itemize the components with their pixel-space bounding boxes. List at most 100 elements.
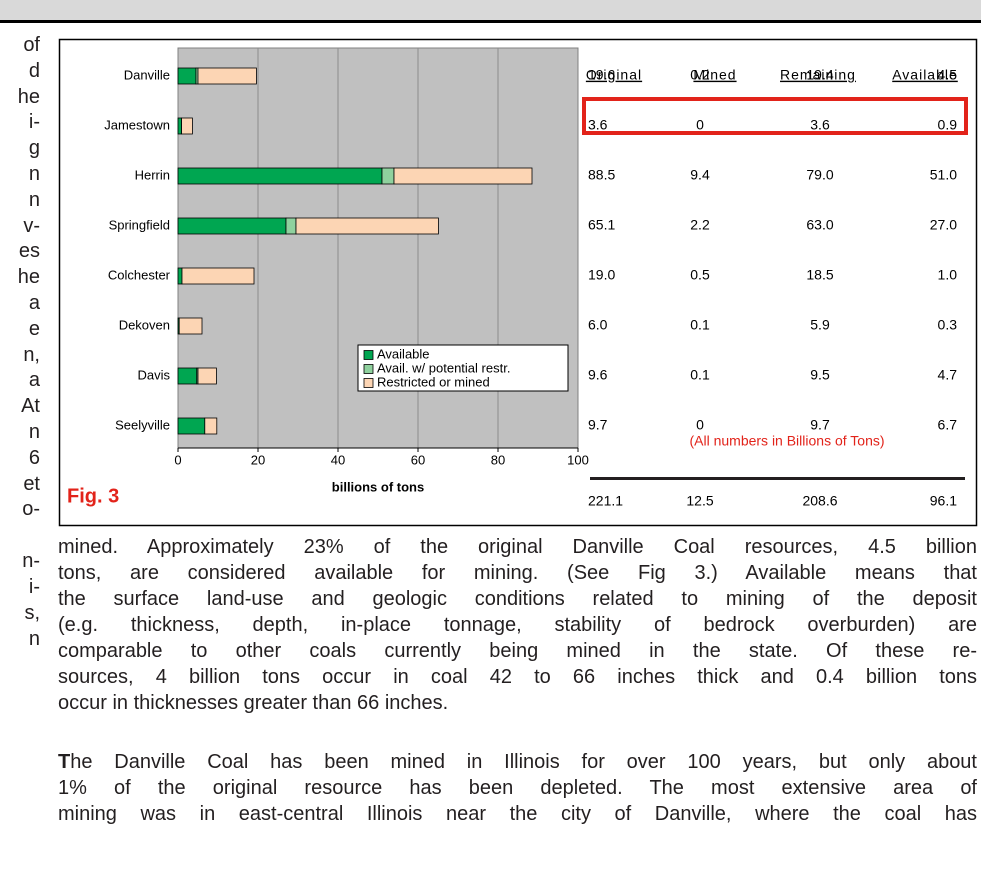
highlight-box <box>582 97 968 135</box>
table-header: Remaining <box>780 67 856 83</box>
bar-segment <box>178 317 203 335</box>
top-bar <box>0 0 981 20</box>
legend-swatch <box>363 364 374 374</box>
bar-segment <box>393 167 533 185</box>
table-cell: 1.0 <box>938 267 958 283</box>
legend-swatch <box>363 350 374 360</box>
left-column-fragment: a <box>28 292 40 314</box>
left-column-fragment: n- <box>22 550 40 573</box>
y-tick-label: Danville <box>124 67 170 82</box>
bar-segment <box>197 67 257 85</box>
bar-segment <box>381 167 395 185</box>
bar-segment <box>177 417 206 435</box>
left-column-fragment: 6 <box>28 446 40 469</box>
table-cell: 0.1 <box>690 367 710 383</box>
table-cell: 9.6 <box>588 367 608 383</box>
x-axis-label: billions of tons <box>332 479 424 494</box>
table-cell: 0.5 <box>690 267 710 283</box>
paragraph-line: mined. Approximately 23% of the original… <box>58 536 977 558</box>
bar-segment <box>177 67 197 85</box>
bar-segment <box>197 367 217 385</box>
left-column-fragment: n, <box>23 343 40 366</box>
fig-label: Fig. 3 <box>67 485 119 507</box>
paragraph-line: tons, are considered available for minin… <box>58 562 977 584</box>
paragraph-line: mining was in east-central Illinois near… <box>58 803 977 825</box>
table-cell: 79.0 <box>806 167 833 183</box>
left-column-fragment: o- <box>22 498 40 521</box>
left-column-fragment: e <box>28 317 40 340</box>
bar-segment <box>177 167 383 185</box>
paragraph-line: the surface land-use and geologic condit… <box>58 588 977 610</box>
legend-swatch <box>363 378 374 388</box>
table-cell: 0.3 <box>938 317 958 333</box>
left-column-fragment: n <box>28 188 40 211</box>
table-cell: 0 <box>696 417 704 433</box>
x-tick-label: 0 <box>174 452 181 467</box>
x-tick-label: 40 <box>331 452 345 467</box>
table-cell: 6.0 <box>588 317 608 333</box>
left-column-fragment: of <box>23 34 40 56</box>
table-cell: 9.7 <box>588 417 608 433</box>
left-column-fragment: es <box>18 240 40 263</box>
legend-box <box>357 344 569 392</box>
table-cell: 9.5 <box>810 367 830 383</box>
paragraph-line: The Danville Coal has been mined in Illi… <box>58 751 977 773</box>
table-total: 208.6 <box>802 493 837 509</box>
table-cell: 0.1 <box>690 317 710 333</box>
left-column-fragment: i- <box>28 111 40 134</box>
left-column-fragment: At <box>21 395 40 418</box>
table-cell: 18.5 <box>806 267 833 283</box>
paragraph-line: (e.g. thickness, depth, in-place tonnage… <box>58 614 977 636</box>
table-cell: 0.2 <box>690 67 710 83</box>
y-tick-label: Dekoven <box>119 317 170 332</box>
bar-segment <box>177 367 198 385</box>
table-total: 12.5 <box>686 493 713 509</box>
table-total: 221.1 <box>588 493 623 509</box>
bar-segment <box>177 267 183 285</box>
y-tick-label: Seelyville <box>115 417 170 432</box>
table-cell: 3.6 <box>588 117 608 133</box>
table-cell: 9.7 <box>810 417 830 433</box>
table-cell: 65.1 <box>588 217 615 233</box>
legend-label: Restricted or mined <box>377 374 490 389</box>
bar-segment <box>285 217 297 235</box>
left-column-fragment: g <box>28 137 40 160</box>
drop-letter: T <box>58 751 71 773</box>
paragraph-line: 1% of the original resource has been dep… <box>58 777 977 799</box>
left-column-fragment: s, <box>24 601 40 624</box>
bar-segment <box>295 217 439 235</box>
table-cell: 27.0 <box>930 217 957 233</box>
left-column-fragment: i- <box>28 576 40 598</box>
left-column-fragment: d <box>28 59 40 82</box>
legend-label: Avail. w/ potential restr. <box>377 360 510 375</box>
left-column-fragment: he <box>17 266 40 289</box>
table-cell: 4.5 <box>938 67 958 83</box>
left-column-fragment: n <box>28 421 40 443</box>
table-cell: 4.7 <box>938 367 958 383</box>
table-cell: 9.4 <box>690 167 710 183</box>
total-rule <box>590 477 965 480</box>
table-cell: 6.7 <box>938 417 958 433</box>
table-header: Available <box>892 67 958 83</box>
table-cell: 51.0 <box>930 167 957 183</box>
x-tick-label: 60 <box>411 452 425 467</box>
table-cell: 88.5 <box>588 167 615 183</box>
bar-segment <box>177 117 182 135</box>
paragraph-line: sources, 4 billion tons occur in coal 42… <box>58 666 977 688</box>
table-cell: 5.9 <box>810 317 830 333</box>
table-cell: 19.0 <box>588 267 615 283</box>
top-rule <box>0 20 981 23</box>
table-cell: 19.4 <box>806 67 833 83</box>
left-column-fragment: n <box>28 163 40 185</box>
y-tick-label: Davis <box>137 367 170 382</box>
y-tick-label: Colchester <box>108 267 171 282</box>
x-tick-label: 20 <box>251 452 265 467</box>
bar-segment <box>177 217 287 235</box>
bar-segment <box>181 267 255 285</box>
left-column-fragment: n <box>28 627 40 650</box>
table-cell: 0.9 <box>938 117 958 133</box>
left-column-fragment: he <box>17 85 40 108</box>
legend-label: Available <box>377 346 430 361</box>
